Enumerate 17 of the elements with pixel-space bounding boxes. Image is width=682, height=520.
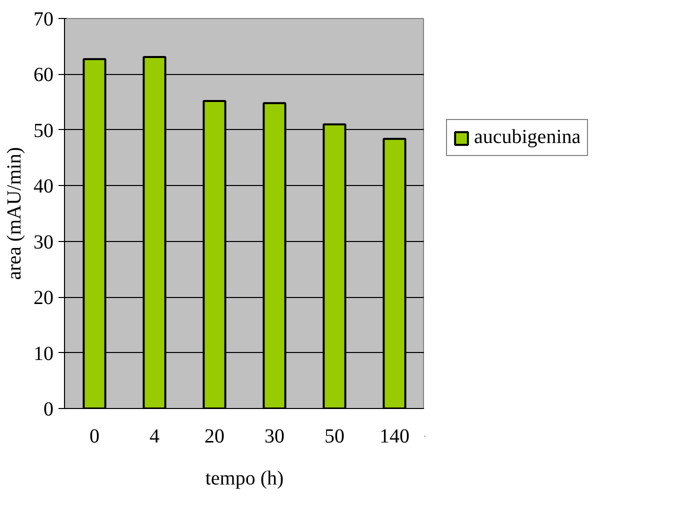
x-tick-label: 50 xyxy=(324,426,344,448)
legend-label: aucubigenina xyxy=(474,126,581,149)
y-tick-label: 20 xyxy=(34,287,54,310)
x-tick-label: 140 xyxy=(380,426,410,448)
y-tick-label: 0 xyxy=(44,398,54,420)
y-tick-label: 30 xyxy=(34,231,54,254)
x-tick-label: 20 xyxy=(204,426,224,448)
x-tick-label: 4 xyxy=(150,426,160,448)
x-axis-title: tempo (h) xyxy=(205,468,284,490)
x-tick-label: 0 xyxy=(90,426,100,448)
y-tick-label: 70 xyxy=(34,8,54,30)
y-axis-title: area (mAU/min) xyxy=(4,147,26,280)
y-tick-label: 40 xyxy=(34,176,54,198)
y-tick-label: 50 xyxy=(34,120,54,142)
y-tick-label: 10 xyxy=(34,342,54,365)
x-tick-label: 30 xyxy=(264,426,284,448)
y-tick-label: 60 xyxy=(34,64,54,86)
